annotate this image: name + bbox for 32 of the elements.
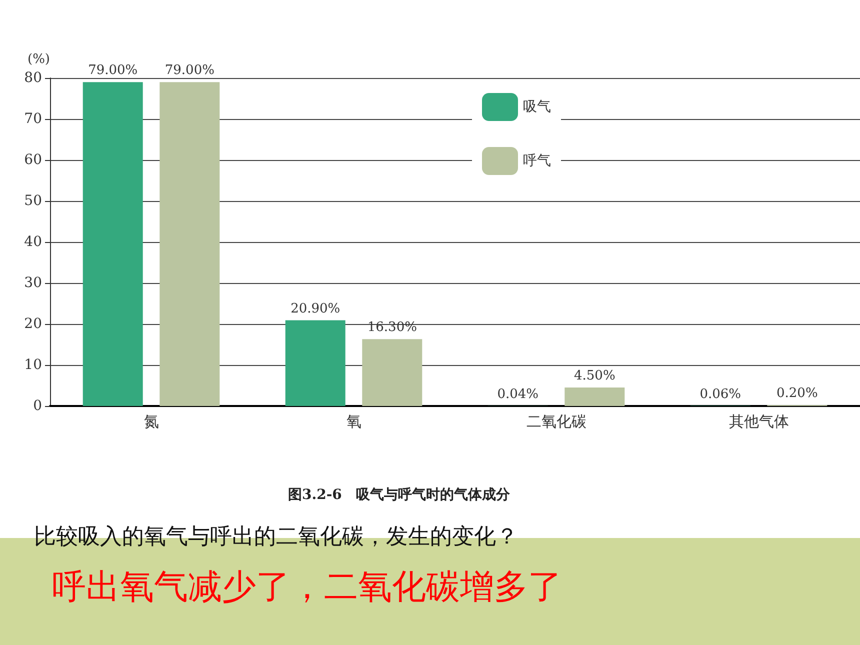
y-tick-label: 0 bbox=[33, 398, 42, 414]
y-tick-label: 10 bbox=[24, 357, 42, 373]
data-label: 79.00% bbox=[88, 63, 138, 78]
y-tick-label: 60 bbox=[24, 152, 42, 168]
caption: 图3.2-6 吸气与呼气时的气体成分 bbox=[288, 486, 511, 503]
text: 呼出氧气减少了，二氧化碳增多了 bbox=[52, 567, 562, 607]
x-tick-label: 氧 bbox=[346, 412, 362, 430]
y-tick-label: 70 bbox=[24, 111, 42, 127]
bar bbox=[285, 320, 346, 406]
y-tick-label: 30 bbox=[24, 275, 42, 291]
y-tick-label: 40 bbox=[24, 234, 42, 250]
x-tick-label: 二氧化碳 bbox=[526, 412, 586, 430]
data-label: 16.30% bbox=[367, 320, 417, 336]
data-label: 0.04% bbox=[497, 386, 539, 402]
legend-label: 呼气 bbox=[523, 153, 551, 169]
data-label: 79.00% bbox=[164, 63, 214, 78]
data-label: 4.50% bbox=[574, 368, 616, 384]
bar bbox=[82, 82, 143, 406]
legend-label: 吸气 bbox=[523, 99, 551, 115]
bar bbox=[564, 388, 625, 406]
y-axis-title: (%) bbox=[28, 52, 50, 67]
bar bbox=[160, 82, 220, 406]
x-tick-label: 其他气体 bbox=[728, 412, 789, 430]
bar bbox=[362, 339, 422, 406]
x-tick-label: 氮 bbox=[144, 412, 159, 430]
y-tick-label: 20 bbox=[24, 316, 42, 332]
y-tick-label: 50 bbox=[24, 193, 42, 209]
y-tick-label: 80 bbox=[24, 70, 42, 86]
data-label: 20.90% bbox=[290, 301, 340, 316]
text: 比较吸入的氧气与呼出的二氧化碳，发生的变化？ bbox=[34, 524, 518, 550]
data-label: 0.06% bbox=[700, 386, 742, 402]
data-label: 0.20% bbox=[776, 386, 818, 402]
